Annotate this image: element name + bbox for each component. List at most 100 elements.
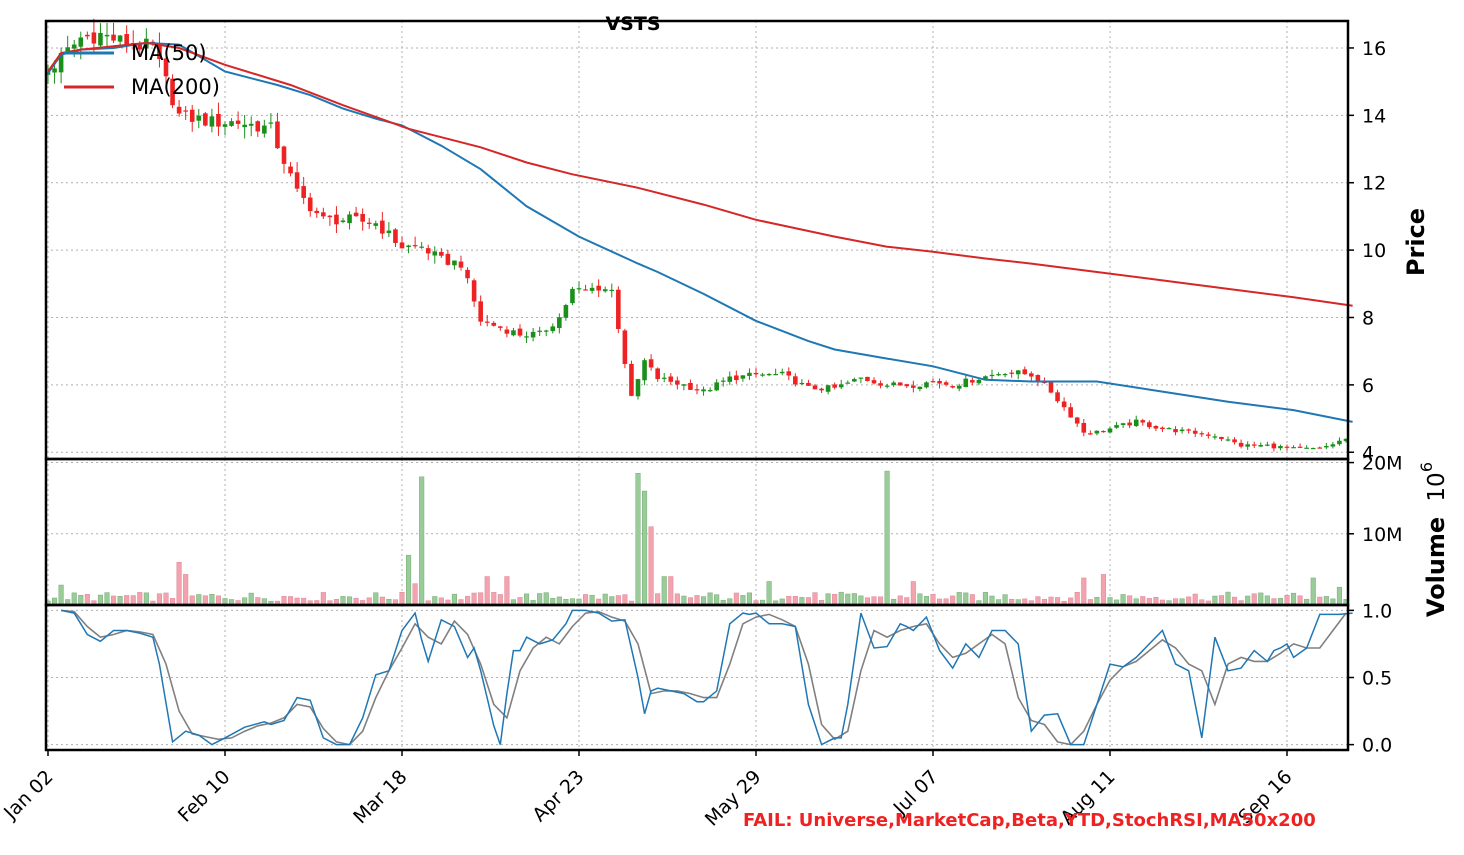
candle-body: [937, 380, 942, 384]
stoch-tick-label: 1.0: [1362, 600, 1392, 622]
candle-body: [98, 32, 103, 46]
volume-bar: [1323, 596, 1329, 606]
candle-body: [1219, 436, 1224, 440]
candle-body: [157, 44, 162, 60]
candle-body: [1127, 422, 1132, 426]
volume-bar: [432, 596, 438, 606]
candle-body: [629, 363, 634, 396]
candle-body: [360, 213, 365, 222]
candle-body: [498, 326, 503, 328]
candle-body: [170, 78, 175, 106]
candle-body: [1186, 429, 1191, 431]
candle-body: [511, 330, 516, 336]
volume-bar: [1284, 594, 1290, 606]
volume-bar: [589, 594, 595, 606]
candle-body: [1265, 444, 1270, 446]
candle-body: [563, 305, 569, 318]
candle-body: [1029, 373, 1034, 377]
volume-panel-frame: [44, 457, 1350, 607]
candle-body: [301, 186, 306, 198]
candle-body: [550, 326, 556, 332]
candle-body: [976, 379, 982, 384]
volume-bar: [694, 595, 700, 606]
volume-bar: [117, 596, 123, 606]
candle-body: [1035, 375, 1041, 383]
candle-body: [452, 260, 457, 266]
volume-bar: [1127, 595, 1133, 606]
candle-body: [570, 288, 575, 304]
volume-bar: [707, 592, 713, 606]
candle-body: [812, 385, 818, 390]
candle-body: [845, 382, 851, 384]
volume-bar: [497, 594, 503, 606]
candle-body: [865, 376, 870, 382]
candle-body: [1258, 445, 1264, 447]
candle-body: [1068, 407, 1073, 418]
volume-bar: [615, 595, 621, 606]
candle-body: [825, 385, 831, 392]
candle-body: [766, 373, 772, 376]
volume-bar: [681, 595, 687, 606]
price-tick-label: 6: [1362, 375, 1374, 397]
volume-bar: [1291, 592, 1297, 606]
volume-bar: [989, 595, 995, 606]
candle-body: [793, 376, 798, 385]
candle-body: [196, 115, 202, 121]
price-tick-label: 16: [1362, 38, 1386, 60]
candle-body: [806, 382, 811, 386]
candle-body: [1343, 438, 1349, 442]
candle-body: [235, 120, 241, 124]
volume-bar: [1264, 595, 1270, 606]
stoch-tick-label: 0.0: [1362, 735, 1392, 757]
candle-body: [622, 330, 628, 364]
volume-bar: [917, 593, 923, 606]
volume-bar: [858, 595, 864, 606]
volume-axis-label: Volume: [1422, 517, 1450, 617]
candle-body: [661, 377, 667, 379]
volume-bar: [792, 596, 798, 606]
candle-body: [1074, 417, 1080, 424]
volume-bar: [1336, 586, 1342, 606]
candle-body: [1284, 446, 1290, 448]
candle-body: [1002, 374, 1008, 376]
candle-body: [412, 245, 418, 247]
volume-bar: [930, 593, 936, 606]
candle-body: [760, 374, 765, 376]
volume-bar: [202, 595, 208, 606]
candle-body: [1107, 428, 1113, 433]
volume-bar: [1074, 591, 1080, 606]
candle-body: [484, 321, 490, 323]
candle-body: [216, 113, 221, 127]
candle-body: [858, 377, 864, 379]
candle-body: [1094, 430, 1100, 434]
candle-body: [386, 230, 392, 234]
candle-body: [504, 329, 510, 334]
candle-body: [45, 72, 51, 75]
moving-average-lines: [47, 41, 1353, 423]
candle-body: [1114, 425, 1119, 428]
volume-bar: [733, 592, 739, 606]
stoch-k-line: [60, 609, 1353, 746]
candle-body: [183, 110, 188, 112]
candle-body: [983, 376, 988, 380]
volume-bar: [111, 595, 117, 606]
candle-body: [91, 32, 97, 44]
candle-body: [681, 384, 687, 386]
volume-multiplier-base: 10: [1424, 472, 1450, 501]
candle-body: [1101, 430, 1106, 433]
candle-body: [701, 389, 706, 392]
candle-body: [1015, 370, 1021, 375]
volume-bar: [871, 596, 877, 606]
candle-body: [917, 386, 923, 390]
candle-body: [314, 210, 320, 214]
volume-bar: [504, 576, 510, 606]
candle-body: [583, 289, 588, 291]
candle-body: [530, 331, 536, 338]
stoch-grid: [46, 605, 1348, 750]
volume-bar: [340, 596, 346, 606]
volume-bar: [884, 470, 890, 606]
stoch-d-line: [61, 609, 1347, 746]
volume-bar: [281, 595, 287, 606]
candle-body: [616, 289, 621, 330]
candle-body: [340, 220, 346, 223]
